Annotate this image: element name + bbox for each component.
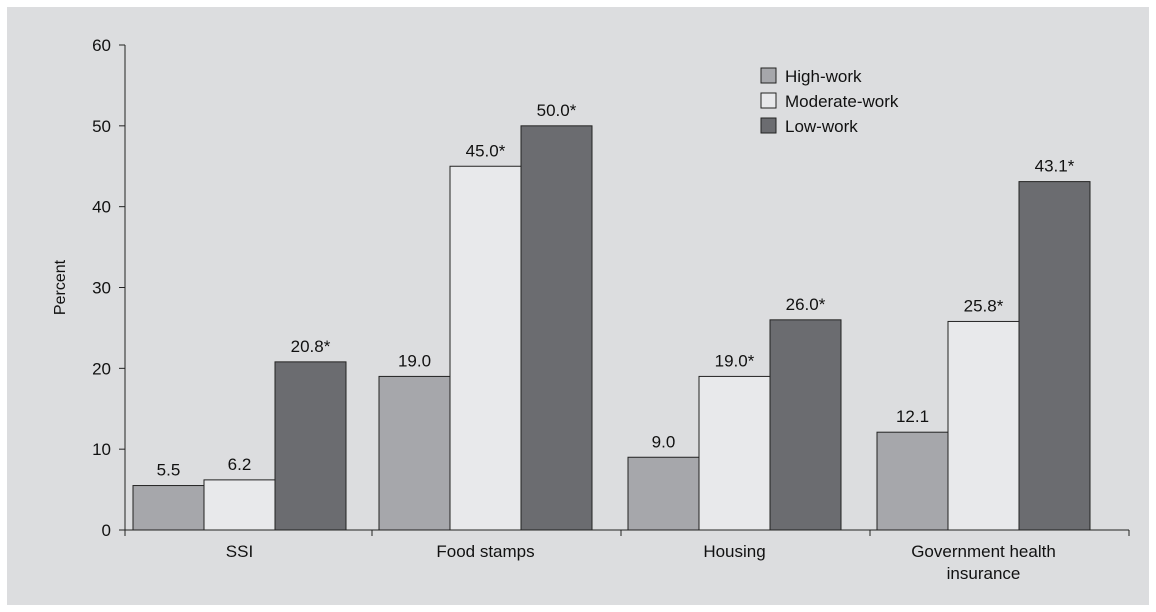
y-tick-label: 30 [92,279,111,298]
y-axis-title: Percent [52,259,69,315]
category-label: Housing [703,542,765,561]
data-label: 6.2 [228,455,252,474]
category-label: SSI [226,542,253,561]
bar-moderate-work [203,479,276,531]
legend-swatch [760,117,777,134]
legend-swatch [760,92,777,109]
bar-high-work [627,456,700,531]
data-label: 5.5 [157,461,181,480]
chart-figure: 0 10 20 30 40 50 60 Percent SSI Food stamps Housin… [7,7,1149,605]
y-tick-label: 20 [92,359,111,378]
data-label: 12.1 [896,407,929,426]
bar-moderate-work [449,165,522,531]
data-label: 26.0* [786,295,826,314]
bar-low-work [769,319,842,531]
bar-low-work [1018,181,1091,531]
bar-chart: 0 10 20 30 40 50 60 Percent SSI Food stamps Housin… [52,36,1130,583]
data-label: 9.0 [652,432,676,451]
category-label: insurance [947,564,1021,583]
bar-moderate-work [947,320,1020,531]
bars: 5.5 6.2 20.8* 19.0 45.0* 50.0* 9.0 19.0* 26.0* 12… [132,101,1091,531]
data-label: 45.0* [466,141,506,160]
data-label: 20.8* [291,337,331,356]
y-tick-label: 10 [92,440,111,459]
data-label: 50.0* [537,101,577,120]
y-tick-label: 0 [102,521,111,540]
category-label: Government health [911,542,1056,561]
legend: High-work Moderate-work Low-work [760,67,899,136]
y-tick-label: 40 [92,198,111,217]
data-label: 25.8* [964,296,1004,315]
bar-high-work [876,431,949,531]
bar-moderate-work [698,375,771,531]
y-tick-label: 60 [92,36,111,55]
legend-label: Moderate-work [785,92,899,111]
bar-high-work [132,485,205,531]
legend-label: High-work [785,67,862,86]
category-label: Food stamps [436,542,534,561]
bar-high-work [378,375,451,531]
legend-label: Low-work [785,117,858,136]
y-tick-label: 50 [92,117,111,136]
bar-low-work [520,125,593,531]
legend-swatch [760,67,777,84]
data-label: 19.0 [398,351,431,370]
data-label: 19.0* [715,351,755,370]
data-label: 43.1* [1035,157,1075,176]
bar-low-work [274,361,347,531]
axes: 0 10 20 30 40 50 60 Percent SSI Food stamps Housin… [52,36,1130,583]
